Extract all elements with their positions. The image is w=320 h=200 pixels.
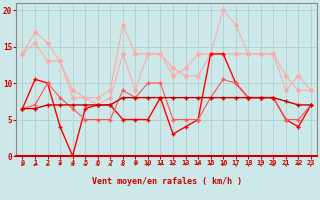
- X-axis label: Vent moyen/en rafales ( km/h ): Vent moyen/en rafales ( km/h ): [92, 177, 242, 186]
